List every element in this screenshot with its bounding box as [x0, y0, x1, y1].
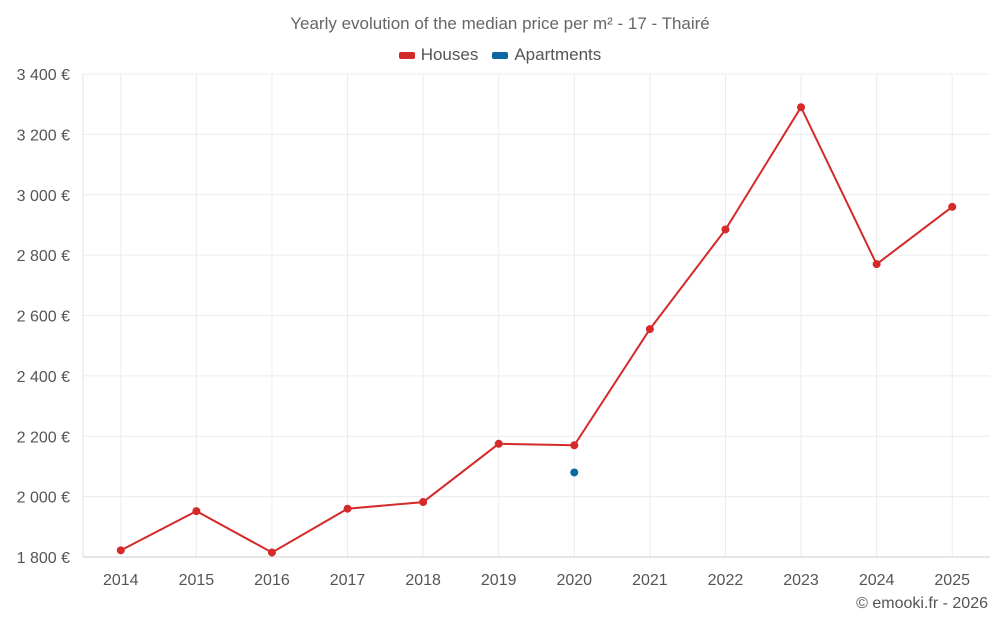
x-tick-label: 2015 — [179, 572, 215, 589]
data-point-houses[interactable] — [797, 103, 806, 112]
y-tick-label: 2 600 € — [17, 309, 70, 326]
copyright-text: © emooki.fr - 2026 — [856, 595, 988, 612]
legend-item-apartments[interactable]: Apartments — [492, 45, 601, 65]
y-tick-label: 3 400 € — [17, 67, 70, 84]
x-tick-label: 2017 — [330, 572, 366, 589]
x-tick-label: 2023 — [783, 572, 819, 589]
y-tick-label: 2 200 € — [17, 429, 70, 446]
data-point-houses[interactable] — [267, 548, 276, 557]
y-tick-label: 3 200 € — [17, 127, 70, 144]
data-point-houses[interactable] — [570, 441, 579, 450]
x-tick-label: 2021 — [632, 572, 668, 589]
legend-label-apartments: Apartments — [514, 45, 602, 64]
data-point-houses[interactable] — [948, 202, 957, 211]
y-tick-label: 2 400 € — [17, 369, 70, 386]
legend-swatch-apartments — [492, 51, 509, 59]
x-tick-label: 2020 — [556, 572, 592, 589]
chart-title: Yearly evolution of the median price per… — [290, 14, 710, 33]
y-tick-label: 2 800 € — [17, 248, 70, 265]
series-line-houses — [120, 105, 953, 554]
data-point-houses[interactable] — [645, 325, 654, 334]
data-point-houses[interactable] — [419, 498, 428, 507]
x-tick-label: 2022 — [708, 572, 744, 589]
legend-swatch-houses — [398, 51, 415, 59]
data-point-apartments[interactable] — [570, 468, 579, 477]
legend-label-houses: Houses — [420, 45, 479, 64]
data-point-houses[interactable] — [192, 507, 201, 516]
data-point-houses[interactable] — [494, 439, 503, 448]
x-tick-label: 2014 — [103, 572, 139, 589]
data-point-houses[interactable] — [872, 260, 881, 269]
legend-item-houses[interactable]: Houses — [398, 45, 479, 65]
data-point-houses[interactable] — [721, 225, 730, 234]
x-tick-label: 2018 — [405, 572, 441, 589]
x-tick-label: 2019 — [481, 572, 517, 589]
y-tick-label: 1 800 € — [17, 550, 70, 567]
data-point-houses[interactable] — [116, 546, 125, 555]
data-point-houses[interactable] — [343, 504, 352, 513]
x-tick-label: 2025 — [934, 572, 970, 589]
legend: Houses Apartments — [0, 45, 1000, 65]
x-tick-label: 2024 — [859, 572, 895, 589]
y-tick-label: 3 000 € — [17, 188, 70, 205]
y-tick-label: 2 000 € — [17, 490, 70, 507]
x-tick-label: 2016 — [254, 572, 290, 589]
